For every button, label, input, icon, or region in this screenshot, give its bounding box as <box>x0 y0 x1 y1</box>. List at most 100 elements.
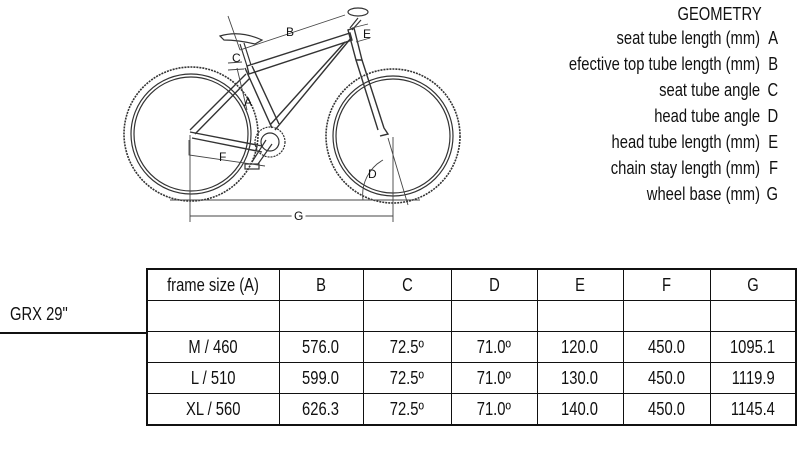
cell-text: 599.0 <box>302 367 340 388</box>
table-row <box>146 300 797 332</box>
table-cell: 72.5º <box>362 331 452 363</box>
table-cell: B <box>278 268 364 301</box>
table-row: XL / 560 626.3 72.5º 71.0º 140.0 450.0 1145.4 <box>146 393 797 426</box>
legend-item: seat tube angle C <box>659 80 778 106</box>
diagram-label-f: F <box>219 150 226 164</box>
cell-text: 450.0 <box>648 336 685 357</box>
table-cell: 72.5º <box>362 362 452 394</box>
table-cell: XL / 560 <box>146 393 280 426</box>
legend-letter: B <box>768 54 778 74</box>
cell-text: 450.0 <box>648 367 685 388</box>
table-cell <box>278 300 364 332</box>
cell-text: 576.0 <box>302 336 340 357</box>
cell-text: 71.0º <box>476 398 512 419</box>
legend-title: GEOMETRY <box>677 4 762 24</box>
table-cell <box>622 300 711 332</box>
table-cell <box>362 300 452 332</box>
cell-text: 72.5º <box>389 398 425 419</box>
cell-text: 626.3 <box>302 398 340 419</box>
table-cell <box>450 300 538 332</box>
table-cell <box>536 300 624 332</box>
table-cell: C <box>362 268 452 301</box>
rear-wheel <box>123 66 259 202</box>
legend-label: head tube length (mm) <box>611 132 760 152</box>
cell-text: 71.0º <box>476 336 512 357</box>
legend-item: seat tube length (mm) A <box>616 28 778 54</box>
legend-label: head tube angle <box>654 106 760 126</box>
table-cell <box>146 300 280 332</box>
table-cell <box>709 300 797 332</box>
table-cell: F <box>622 268 711 301</box>
legend-letter: C <box>767 80 778 100</box>
table-cell: 71.0º <box>450 331 538 363</box>
table-cell: 626.3 <box>278 393 364 426</box>
table-cell: 599.0 <box>278 362 364 394</box>
legend-letter: D <box>767 106 778 126</box>
legend-item: efective top tube length (mm) B <box>569 54 778 80</box>
frame <box>189 27 390 153</box>
legend-letter: A <box>768 28 778 48</box>
cell-text: 130.0 <box>561 367 599 388</box>
legend-item: wheel base (mm) G <box>647 184 778 210</box>
dimension-lines <box>170 14 420 222</box>
legend-label: chain stay length (mm) <box>610 158 760 178</box>
table-cell: 71.0º <box>450 362 538 394</box>
bike-geometry-diagram: B C A E F D G <box>123 7 461 226</box>
legend-item: head tube angle D <box>654 106 778 132</box>
table-cell: L / 510 <box>146 362 280 394</box>
table-cell: E <box>536 268 624 301</box>
stem-handlebar <box>347 7 369 31</box>
cell-text: 120.0 <box>561 336 599 357</box>
diagram-label-d: D <box>368 167 377 181</box>
table-row: M / 460 576.0 72.5º 71.0º 120.0 450.0 1095.1 <box>146 331 797 363</box>
table-cell: 140.0 <box>536 393 624 426</box>
table-cell: 71.0º <box>450 393 538 426</box>
model-name: GRX 29" <box>10 304 68 324</box>
legend-item: chain stay length (mm) F <box>611 158 778 184</box>
cell-text: F <box>661 274 672 295</box>
table-cell: D <box>450 268 538 301</box>
legend-letter: G <box>766 184 778 204</box>
table-cell: 1119.9 <box>709 362 797 394</box>
table-cell: 120.0 <box>536 331 624 363</box>
table-cell: 450.0 <box>622 362 711 394</box>
cell-text: 1119.9 <box>731 367 775 388</box>
diagram-label-e: E <box>363 27 371 41</box>
seatpost-saddle <box>218 33 264 67</box>
cell-text: 1145.4 <box>730 398 775 419</box>
legend-label: efective top tube length (mm) <box>568 54 760 74</box>
table-cell: 130.0 <box>536 362 624 394</box>
legend-label: wheel base (mm) <box>646 184 760 204</box>
table-cell: 72.5º <box>362 393 452 426</box>
diagram-label-g: G <box>294 209 303 223</box>
cell-text: G <box>746 274 759 295</box>
table-row: L / 510 599.0 72.5º 71.0º 130.0 450.0 1119.9 <box>146 362 797 394</box>
cell-text: 140.0 <box>561 398 599 419</box>
cell-text: 450.0 <box>648 398 685 419</box>
cell-text: 72.5º <box>389 367 425 388</box>
table-cell: 576.0 <box>278 331 364 363</box>
legend-label: seat tube length (mm) <box>616 28 760 48</box>
cell-text: D <box>488 274 500 295</box>
legend-item: head tube length (mm) E <box>611 132 778 158</box>
cell-text: 72.5º <box>389 336 425 357</box>
legend-letter: F <box>768 158 778 178</box>
cell-text: frame size (A) <box>167 274 260 295</box>
cell-text: B <box>316 274 326 295</box>
table-cell: 1095.1 <box>709 331 797 363</box>
cell-text: XL / 560 <box>186 398 241 419</box>
legend-label: seat tube angle <box>659 80 760 100</box>
cell-text: 1095.1 <box>730 336 776 357</box>
cell-text: E <box>575 274 585 295</box>
diagram-label-c: C <box>232 51 241 65</box>
cell-text: C <box>401 274 413 295</box>
diagram-label-a: A <box>244 95 252 109</box>
table-cell: M / 460 <box>146 331 280 363</box>
cell-text: M / 460 <box>188 336 238 357</box>
legend-letter: E <box>768 132 778 152</box>
table-cell: G <box>709 268 797 301</box>
cell-text: 71.0º <box>476 367 512 388</box>
diagram-label-b: B <box>286 25 294 39</box>
cell-text: L / 510 <box>190 367 236 388</box>
model-divider <box>0 332 146 334</box>
